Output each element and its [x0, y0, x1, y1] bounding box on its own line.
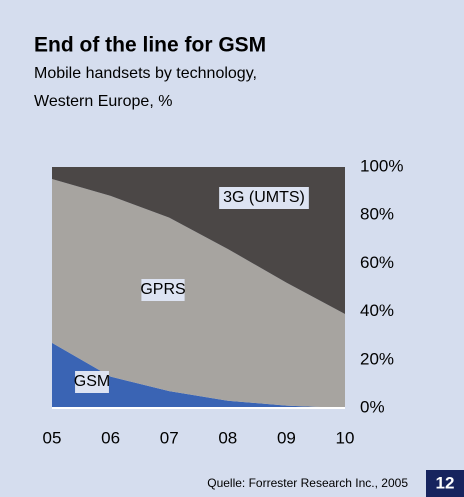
series-label-box — [219, 187, 309, 209]
series-label-box — [141, 279, 185, 301]
y-tick-label: 60% — [360, 253, 394, 272]
x-tick-label: 10 — [336, 428, 355, 447]
y-tick-label: 100% — [360, 156, 403, 175]
page-number: 12 — [436, 473, 455, 492]
x-tick-label: 08 — [218, 428, 237, 447]
series-label: GPRS — [140, 281, 185, 298]
series-label: 3G (UMTS) — [223, 189, 305, 206]
x-tick-label: 05 — [43, 428, 62, 447]
y-tick-label: 80% — [360, 205, 394, 224]
page-number-box — [426, 470, 464, 497]
y-tick-label: 40% — [360, 301, 394, 320]
y-tick-label: 20% — [360, 349, 394, 368]
series-label-box — [75, 371, 109, 393]
area — [52, 179, 345, 408]
source: Quelle: Forrester Research Inc., 2005 — [207, 476, 408, 490]
chart-subtitle: Western Europe, % — [34, 93, 172, 110]
chart-subtitle: Mobile handsets by technology, — [34, 65, 257, 82]
x-tick-label: 06 — [101, 428, 120, 447]
chart-title: End of the line for GSM — [34, 34, 266, 57]
x-tick-label: 09 — [277, 428, 296, 447]
x-tick-label: 07 — [160, 428, 179, 447]
y-tick-label: 0% — [360, 397, 385, 416]
area — [52, 342, 345, 408]
series-label: GSM — [74, 373, 110, 390]
